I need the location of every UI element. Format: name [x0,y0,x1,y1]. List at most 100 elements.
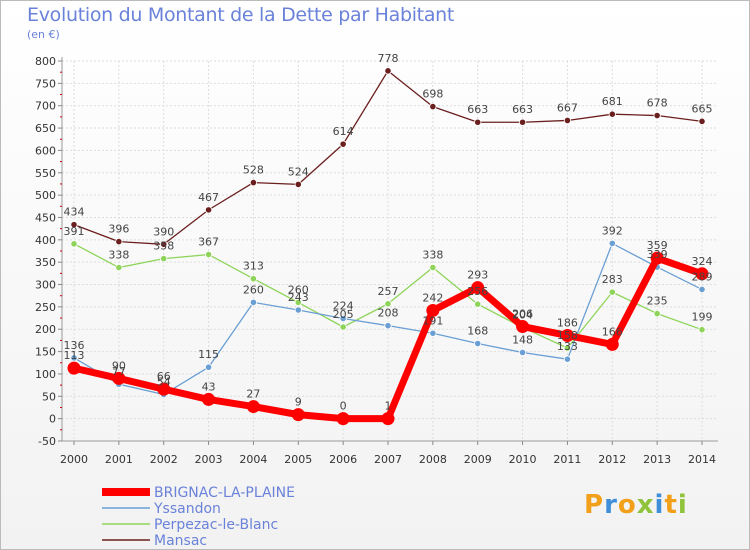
legend-label-brignac-la-plaine: BRIGNAC-LA-PLAINE [154,485,295,501]
data-label-brignac-la-plaine: 324 [692,255,713,268]
data-label-mansac: 434 [64,206,85,219]
data-point-perpezac-le-blanc [294,298,302,307]
data-label-yssandon: 54 [157,376,171,389]
x-tick-label: 2014 [688,453,716,466]
x-tick-label: 2012 [598,453,626,466]
y-tick-label: 800 [35,55,56,68]
data-point-yssandon [249,298,258,307]
data-label-yssandon: 77 [112,365,126,378]
data-point-perpezac-le-blanc [249,275,258,283]
data-label-yssandon: 133 [557,340,578,353]
logo-letter: t [664,490,678,520]
data-point-brignac-la-plaine [112,371,126,385]
data-label-brignac-la-plaine: 186 [557,316,578,329]
data-label-yssandon: 339 [647,248,668,261]
data-point-mansac [474,118,482,126]
data-point-yssandon [204,363,213,371]
data-label-yssandon: 224 [333,300,354,313]
data-label-yssandon: 392 [602,224,623,237]
data-label-mansac: 698 [422,88,443,101]
x-tick-label: 2009 [464,453,492,466]
data-point-perpezac-le-blanc [70,240,78,248]
data-point-yssandon [429,329,437,337]
y-tick-label: 100 [35,368,56,381]
data-point-brignac-la-plaine [426,303,440,317]
data-point-mansac [698,117,706,125]
y-tick-label: 250 [35,301,56,314]
data-point-perpezac-le-blanc [608,288,616,296]
y-tick-label: 200 [35,323,56,336]
data-point-yssandon [608,239,616,247]
y-tick-label: 550 [35,167,56,180]
x-tick-label: 2003 [195,453,223,466]
data-point-brignac-la-plaine [291,408,305,422]
data-label-brignac-la-plaine: 90 [112,359,126,372]
x-tick-label: 2006 [329,453,357,466]
y-tick-label: 300 [35,279,56,292]
data-label-brignac-la-plaine: 66 [157,370,171,383]
data-label-brignac-la-plaine: 0 [340,400,347,413]
data-label-mansac: 614 [333,125,354,138]
data-point-brignac-la-plaine [67,361,81,375]
data-label-brignac-la-plaine: 293 [467,269,488,282]
data-point-mansac [294,180,302,188]
data-label-brignac-la-plaine: 43 [202,380,216,393]
data-point-mansac [518,118,527,126]
data-point-brignac-la-plaine [202,392,216,406]
data-label-perpezac-le-blanc: 338 [422,249,443,262]
data-label-mansac: 678 [647,97,668,110]
x-axis-ticks: 2000 2001 2002 2003 2004 2005 2006 2007 2008 2009… [60,441,716,466]
data-label-yssandon: 148 [512,333,533,346]
data-label-yssandon: 208 [378,307,399,320]
data-label-yssandon: 115 [198,348,219,361]
data-label-perpezac-le-blanc: 204 [512,308,533,321]
x-tick-label: 2011 [553,453,581,466]
x-tick-label: 2000 [60,453,88,466]
data-point-perpezac-le-blanc [384,300,392,308]
data-label-brignac-la-plaine: 9 [295,396,302,409]
data-label-brignac-la-plaine: 27 [246,388,260,401]
data-point-yssandon [384,322,392,330]
data-label-perpezac-le-blanc: 283 [602,273,623,286]
data-point-yssandon [70,354,78,362]
data-label-yssandon: 289 [692,270,713,283]
data-point-mansac [384,67,392,75]
data-label-brignac-la-plaine: 1 [385,400,392,413]
data-point-perpezac-le-blanc [429,263,437,272]
logo-letter: P [584,490,605,520]
data-point-mansac [608,110,616,118]
data-point-perpezac-le-blanc [115,263,123,272]
data-label-brignac-la-plaine: 113 [64,349,85,362]
y-tick-label: 350 [35,256,56,269]
data-label-brignac-la-plaine: 242 [422,291,443,304]
data-label-yssandon: 191 [422,314,443,327]
x-tick-label: 2004 [239,453,267,466]
data-point-perpezac-le-blanc [339,323,347,331]
data-point-yssandon [474,339,482,348]
data-label-mansac: 681 [602,95,623,108]
data-point-yssandon [518,348,527,357]
data-label-mansac: 524 [288,165,309,178]
data-label-mansac: 396 [108,223,129,236]
data-point-brignac-la-plaine [560,328,574,342]
data-point-yssandon [698,285,706,294]
y-tick-label: 0 [49,413,56,426]
data-point-yssandon [294,306,302,314]
data-point-mansac [429,103,437,111]
data-label-yssandon: 168 [467,325,488,338]
data-label-perpezac-le-blanc: 257 [378,285,399,298]
y-tick-label: 400 [35,234,56,247]
y-tick-label: 750 [35,77,56,90]
legend: BRIGNAC-LA-PLAINEYssandonPerpezac-le-Bla… [102,485,295,549]
data-label-perpezac-le-blanc: 338 [108,249,129,262]
data-point-perpezac-le-blanc [160,255,168,263]
data-label-perpezac-le-blanc: 391 [64,225,85,238]
y-tick-label: 150 [35,346,56,359]
data-point-brignac-la-plaine [336,412,350,426]
x-tick-label: 2010 [509,453,537,466]
y-axis-ticks: -50 0 50 100 150 200 250 300 350 400 450 500 550 600 6… [35,55,62,448]
grid-lines [62,60,718,442]
data-label-perpezac-le-blanc: 358 [153,240,174,253]
